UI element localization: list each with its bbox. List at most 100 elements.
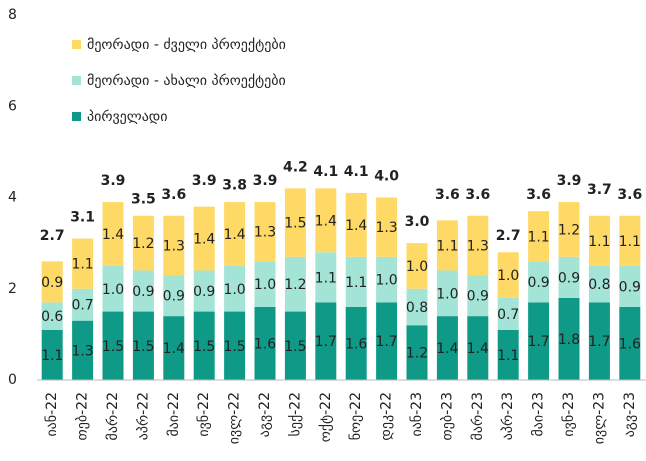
bar-segment: [528, 211, 550, 262]
value-label: 1.0: [254, 277, 276, 293]
bar-segment: [528, 261, 550, 303]
bar-segment: [588, 215, 610, 266]
value-label: 1.1: [497, 348, 519, 364]
value-label: 0.8: [406, 300, 428, 316]
bar-segment: [619, 307, 641, 380]
total-label: 3.9: [557, 173, 582, 189]
value-label: 0.7: [497, 307, 519, 323]
bar-segment: [467, 275, 489, 317]
value-label: 1.4: [467, 341, 489, 357]
value-label: 1.2: [406, 346, 428, 362]
value-label: 1.1: [588, 234, 610, 250]
total-label: 3.1: [70, 210, 95, 226]
bar-segment: [558, 202, 580, 257]
bar-segment: [376, 256, 398, 303]
total-label: 3.6: [435, 187, 460, 203]
x-tick-label: ივლ-23: [591, 392, 607, 444]
value-label: 0.6: [41, 309, 63, 325]
value-label: 0.8: [588, 277, 610, 293]
x-tick-label: მარ-22: [104, 392, 121, 440]
value-label: 0.9: [132, 284, 154, 300]
total-label: 3.8: [222, 178, 247, 194]
value-label: 1.4: [315, 213, 337, 229]
value-label: 1.1: [527, 229, 549, 245]
bar-segment: [163, 275, 185, 317]
value-label: 1.6: [254, 337, 276, 353]
value-label: 1.3: [163, 238, 185, 254]
value-label: 1.4: [223, 227, 245, 243]
bar-segment: [619, 265, 641, 307]
x-tick-label: მარ-23: [469, 392, 486, 440]
y-tick-label: 2: [8, 281, 17, 297]
value-label: 1.1: [345, 275, 367, 291]
bar-segment: [376, 197, 398, 257]
value-label: 1.5: [223, 339, 245, 355]
value-label: 0.9: [527, 275, 549, 291]
legend-swatch: [72, 76, 81, 85]
value-label: 1.0: [375, 273, 397, 289]
legend-label: მეორადი - ძველი პროექტები: [87, 36, 286, 53]
bar-segment: [163, 215, 185, 276]
x-tick-label: მაი-23: [531, 392, 547, 437]
value-label: 0.7: [71, 298, 93, 314]
value-label: 1.1: [436, 238, 458, 254]
value-label: 1.7: [315, 334, 337, 350]
value-label: 1.1: [71, 257, 93, 273]
x-tick-label: სექ-22: [287, 392, 303, 436]
value-label: 1.2: [284, 277, 306, 293]
bar-segment: [132, 270, 154, 312]
bar-segment: [345, 307, 367, 380]
value-label: 1.6: [345, 337, 367, 353]
x-tick-label: დეკ-22: [379, 392, 395, 441]
bar-segment: [193, 206, 215, 271]
value-label: 1.0: [102, 282, 124, 298]
bar-segment: [132, 311, 154, 380]
bar-segment: [102, 265, 124, 312]
x-tick-label: იან-22: [44, 392, 60, 437]
x-tick-label: თებ-22: [75, 392, 91, 440]
bar-segment: [436, 220, 458, 271]
value-label: 1.4: [102, 227, 124, 243]
bar-segment: [558, 256, 580, 298]
x-tick-label: ივლ-22: [227, 392, 243, 444]
total-label: 4.1: [344, 164, 369, 180]
bar-segment: [497, 329, 519, 380]
bar-segment: [102, 202, 124, 266]
value-label: 1.8: [558, 332, 580, 348]
bar-segment: [406, 288, 428, 326]
total-label: 3.9: [101, 173, 126, 189]
bar-segment: [315, 252, 337, 303]
bar-segment: [497, 252, 519, 298]
bar-segment: [163, 316, 185, 380]
value-label: 1.0: [223, 282, 245, 298]
value-label: 1.4: [436, 341, 458, 357]
bar-segment: [315, 302, 337, 380]
bar-segment: [132, 215, 154, 271]
bar-segment: [376, 302, 398, 380]
total-label: 3.7: [587, 182, 612, 198]
bar-segment: [284, 188, 306, 257]
value-label: 0.9: [467, 289, 489, 305]
legend-swatch: [72, 112, 81, 121]
bar-segment: [102, 311, 124, 380]
value-label: 1.7: [375, 334, 397, 350]
total-label: 4.2: [283, 159, 308, 175]
bar-segment: [254, 202, 276, 262]
total-label: 3.6: [465, 187, 490, 203]
total-label: 2.7: [496, 228, 521, 244]
value-label: 1.3: [254, 225, 276, 241]
value-label: 1.6: [619, 337, 641, 353]
bar-segment: [72, 288, 94, 321]
bar-segment: [254, 307, 276, 380]
bar-segment: [436, 270, 458, 317]
value-label: 1.3: [71, 343, 93, 359]
value-label: 0.9: [558, 270, 580, 286]
value-label: 1.5: [102, 339, 124, 355]
legend-label: მეორადი - ახალი პროექტები: [87, 72, 286, 89]
total-label: 3.9: [253, 173, 278, 189]
legend-swatch: [72, 40, 81, 49]
value-label: 1.0: [497, 268, 519, 284]
value-label: 1.4: [345, 218, 367, 234]
bar-segment: [345, 256, 367, 307]
